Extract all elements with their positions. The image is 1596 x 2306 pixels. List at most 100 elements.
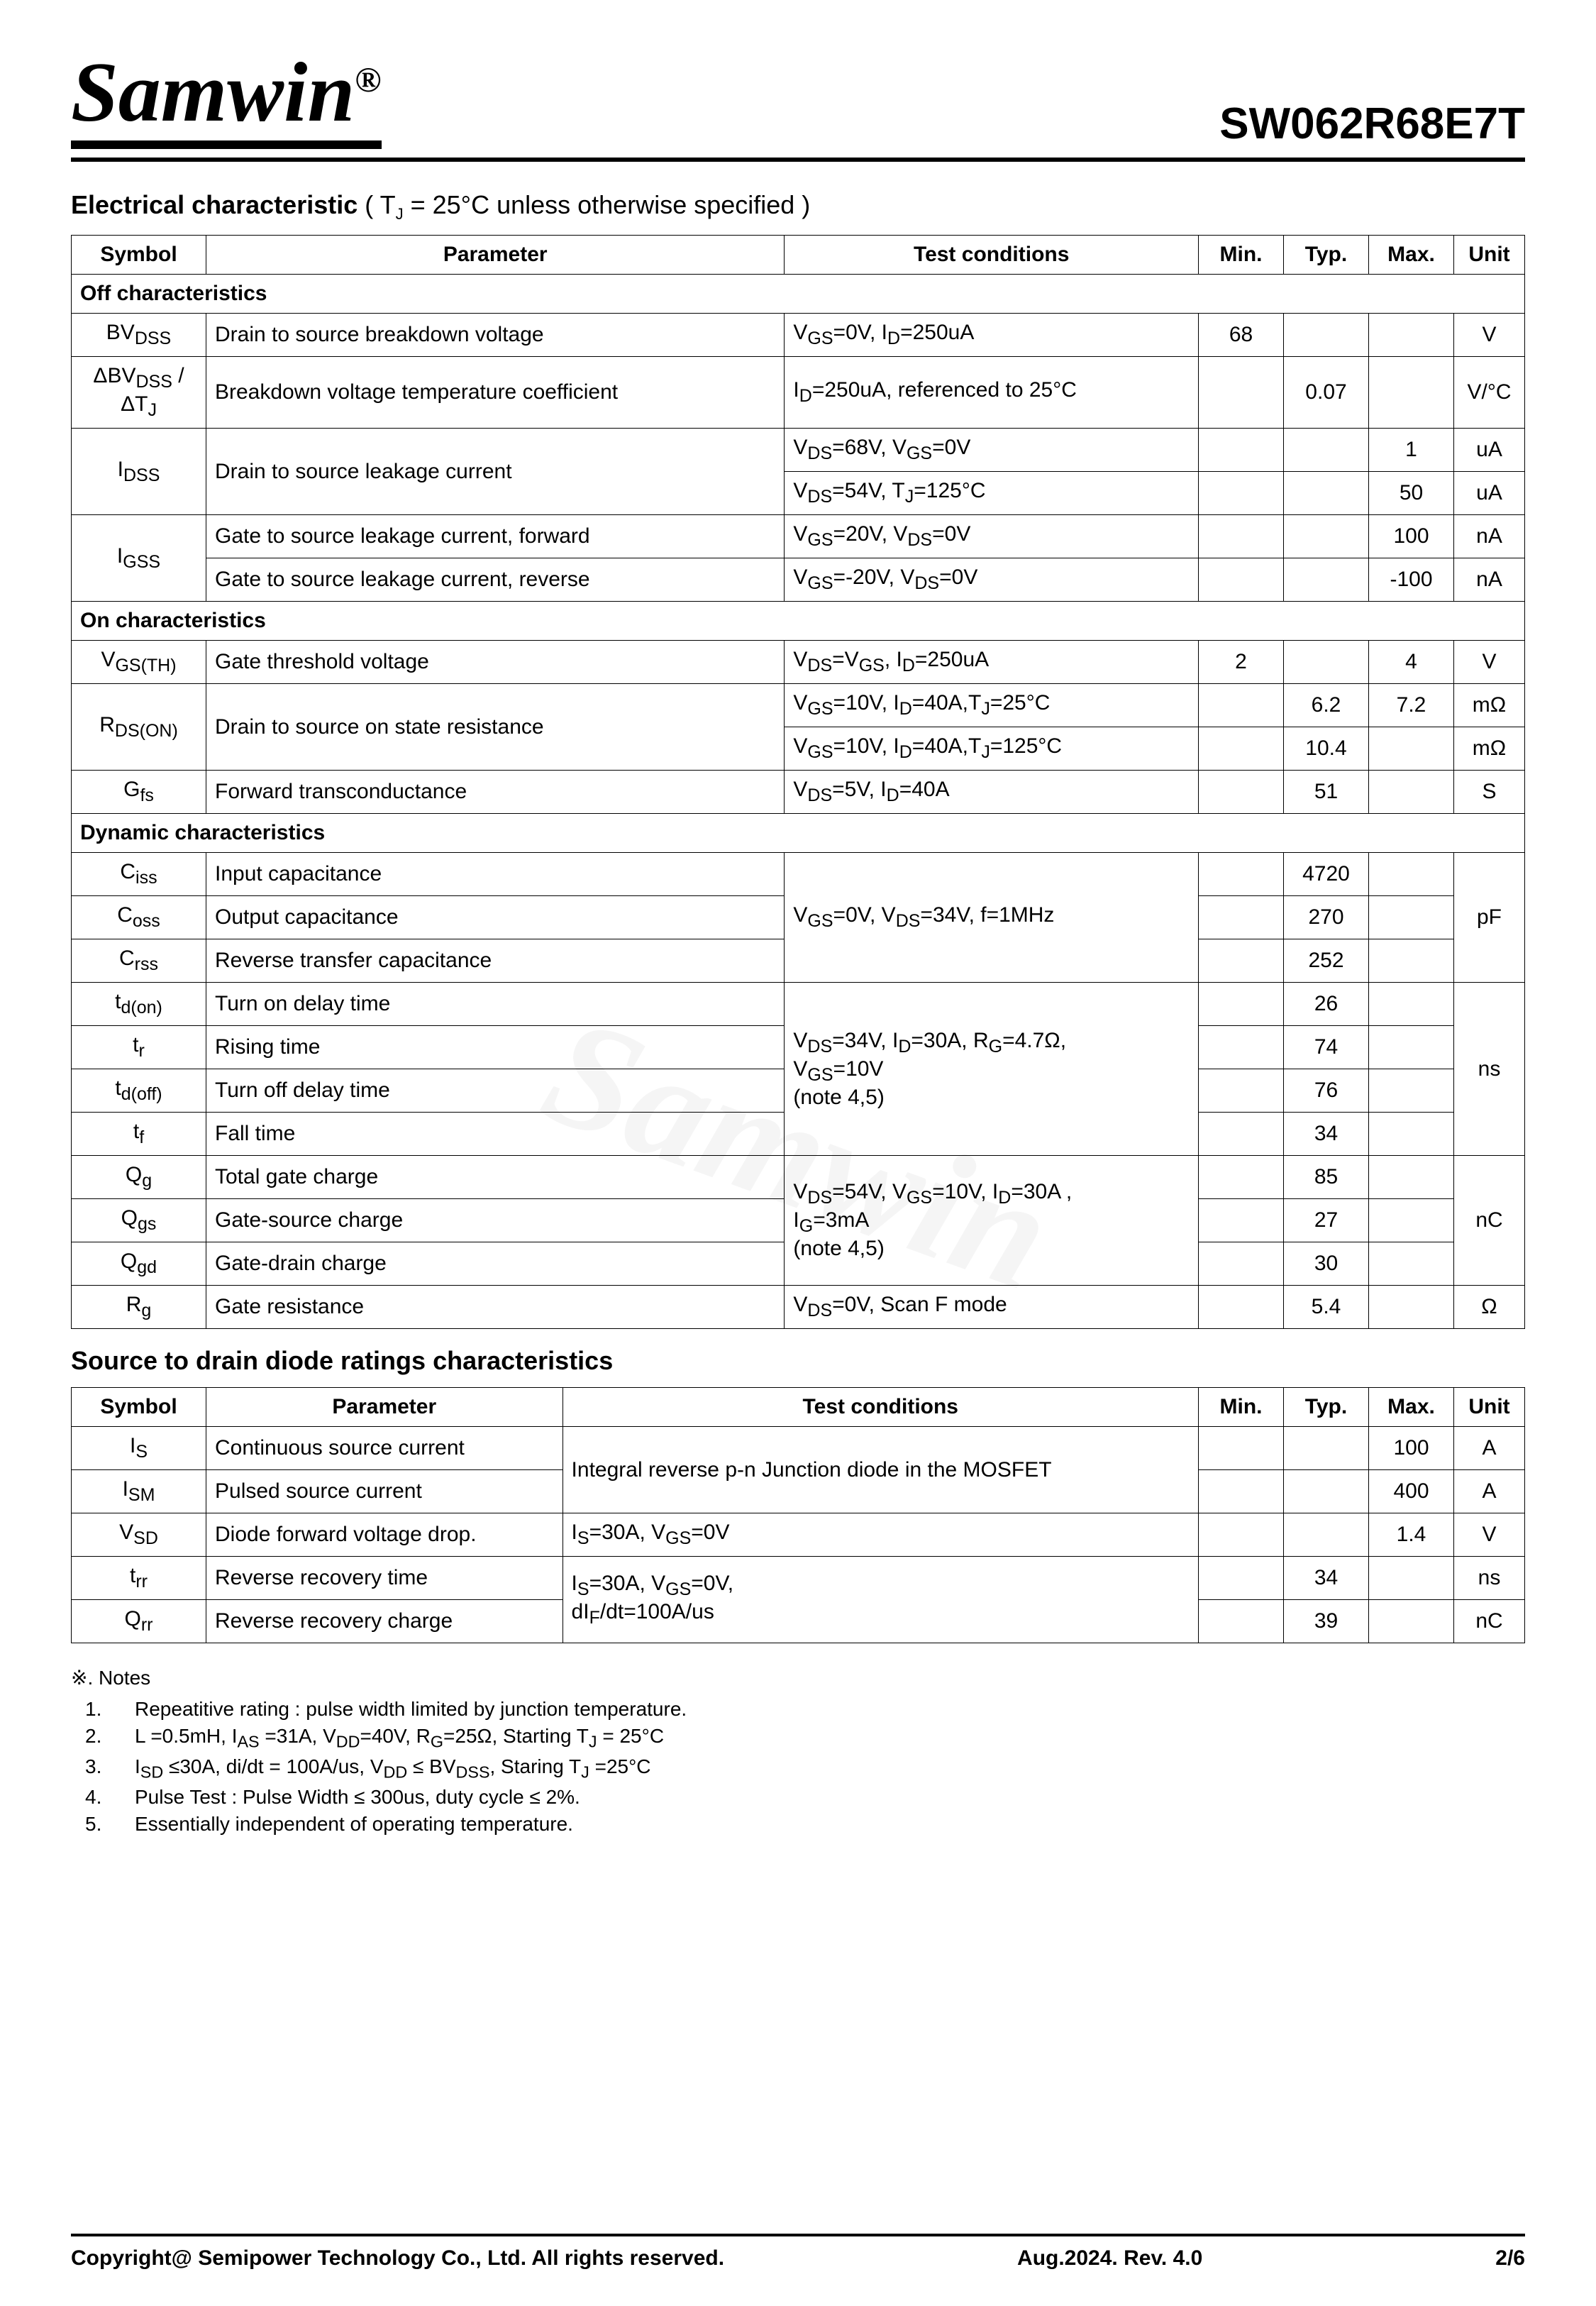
cell-symbol: VGS(TH) [72,641,206,684]
cell-typ: 26 [1284,983,1369,1026]
cell-max: 1.4 [1369,1513,1454,1557]
cell-parameter: Reverse recovery charge [206,1600,563,1643]
cell-conditions: VDS=5V, ID=40A [785,771,1199,814]
cell-conditions: Integral reverse p-n Junction diode in t… [563,1427,1198,1513]
cell-unit: pF [1454,853,1525,983]
cell-parameter: Forward transconductance [206,771,785,814]
cell-min [1199,727,1284,771]
table-row: VSDDiode forward voltage drop.IS=30A, VG… [72,1513,1525,1557]
cell-symbol: tr [72,1026,206,1069]
note-item: 1.Repeatitive rating : pulse width limit… [85,1696,1525,1723]
col-symbol: Symbol [72,236,206,275]
cell-min [1199,1026,1284,1069]
table-row: IDSSDrain to source leakage currentVDS=6… [72,429,1525,472]
cell-typ [1284,1513,1369,1557]
cell-parameter: Fall time [206,1113,785,1156]
cell-min [1199,1513,1284,1557]
group-dyn: Dynamic characteristics [72,814,1525,853]
cell-symbol: Qrr [72,1600,206,1643]
page-footer: Copyright@ Semipower Technology Co., Ltd… [71,2234,1525,2271]
cell-conditions: VDS=54V, TJ=125°C [785,472,1199,515]
cell-min [1199,472,1284,515]
cell-max [1369,1242,1454,1286]
cell-min [1199,429,1284,472]
cell-unit: nA [1454,558,1525,602]
cell-unit: V [1454,641,1525,684]
cell-max: 50 [1369,472,1454,515]
registered-mark: ® [355,60,381,99]
cell-max [1369,1113,1454,1156]
cell-typ: 27 [1284,1199,1369,1242]
cell-min [1199,1286,1284,1329]
cell-parameter: Drain to source on state resistance [206,684,785,771]
note-item: 4.Pulse Test : Pulse Width ≤ 300us, duty… [85,1784,1525,1811]
cell-unit: nA [1454,515,1525,558]
cell-symbol: tf [72,1113,206,1156]
cell-min [1199,357,1284,429]
cell-parameter: Turn on delay time [206,983,785,1026]
cell-min: 2 [1199,641,1284,684]
cell-conditions: VGS=0V, ID=250uA [785,314,1199,357]
cell-conditions: VDS=34V, ID=30A, RG=4.7Ω,VGS=10V(note 4,… [785,983,1199,1156]
cell-conditions: VDS=0V, Scan F mode [785,1286,1199,1329]
cell-unit: V [1454,1513,1525,1557]
section1-title: Electrical characteristic ( TJ = 25°C un… [71,190,1525,224]
cell-symbol: td(off) [72,1069,206,1113]
cell-max [1369,1199,1454,1242]
cell-parameter: Gate threshold voltage [206,641,785,684]
cell-min [1199,771,1284,814]
col-typ: Typ. [1284,236,1369,275]
cell-conditions: IS=30A, VGS=0V,dIF/dt=100A/us [563,1557,1198,1643]
cell-parameter: Gate to source leakage current, reverse [206,558,785,602]
cell-min [1199,1470,1284,1513]
cell-max [1369,1069,1454,1113]
cell-parameter: Continuous source current [206,1427,563,1470]
cell-unit: mΩ [1454,727,1525,771]
cell-symbol: td(on) [72,983,206,1026]
cell-parameter: Diode forward voltage drop. [206,1513,563,1557]
table-row: CissInput capacitanceVGS=0V, VDS=34V, f=… [72,853,1525,896]
note-item: 5.Essentially independent of operating t… [85,1811,1525,1838]
cell-min [1199,1427,1284,1470]
cell-symbol: RDS(ON) [72,684,206,771]
cell-min [1199,1199,1284,1242]
cell-symbol: Coss [72,896,206,939]
cell-unit: A [1454,1427,1525,1470]
cell-typ: 85 [1284,1156,1369,1199]
cell-parameter: Reverse transfer capacitance [206,939,785,983]
table-row: RDS(ON) Drain to source on state resista… [72,684,1525,727]
note-item: 3.ISD ≤30A, di/dt = 100A/us, VDD ≤ BVDSS… [85,1753,1525,1784]
cell-typ: 10.4 [1284,727,1369,771]
cell-max [1369,771,1454,814]
part-number: SW062R68E7T [1219,99,1525,149]
col2-typ: Typ. [1284,1388,1369,1427]
cell-typ: 270 [1284,896,1369,939]
group-dyn-label: Dynamic characteristics [72,814,1525,853]
cell-symbol: BVDSS [72,314,206,357]
notes-list: 1.Repeatitive rating : pulse width limit… [71,1696,1525,1838]
cell-min [1199,853,1284,896]
col-max: Max. [1369,236,1454,275]
cell-unit: ns [1454,1557,1525,1600]
col-min: Min. [1199,236,1284,275]
col-unit: Unit [1454,236,1525,275]
cell-max [1369,1557,1454,1600]
electrical-characteristics-table: Symbol Parameter Test conditions Min. Ty… [71,235,1525,1329]
table-row: VGS(TH)Gate threshold voltageVDS=VGS, ID… [72,641,1525,684]
cell-conditions: ID=250uA, referenced to 25°C [785,357,1199,429]
table-row: RgGate resistanceVDS=0V, Scan F mode5.4Ω [72,1286,1525,1329]
cell-unit: Ω [1454,1286,1525,1329]
cell-min [1199,1557,1284,1600]
cell-unit: V/°C [1454,357,1525,429]
cell-parameter: Input capacitance [206,853,785,896]
cell-parameter: Pulsed source current [206,1470,563,1513]
cell-max: 1 [1369,429,1454,472]
cell-min [1199,983,1284,1026]
section2-title: Source to drain diode ratings characteri… [71,1346,1525,1376]
notes-title: ※. Notes [71,1665,1525,1692]
cell-max: 7.2 [1369,684,1454,727]
table-row: IGSSGate to source leakage current, forw… [72,515,1525,558]
cell-conditions: VDS=VGS, ID=250uA [785,641,1199,684]
cell-symbol: IS [72,1427,206,1470]
cell-min [1199,558,1284,602]
